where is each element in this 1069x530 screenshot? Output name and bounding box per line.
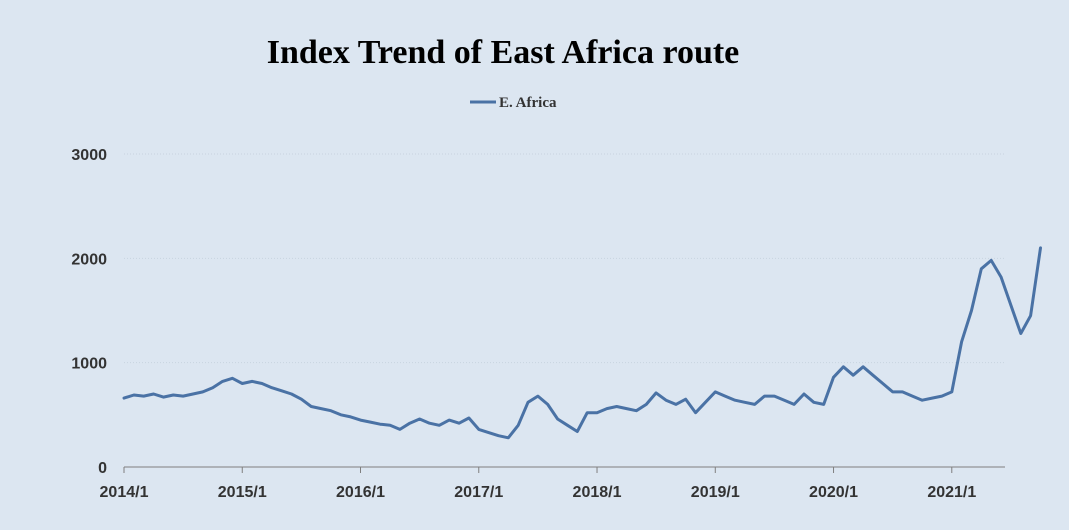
chart-title: Index Trend of East Africa route bbox=[267, 34, 740, 71]
x-tick-label-7: 2021/1 bbox=[927, 484, 976, 501]
x-tick-label-0: 2014/1 bbox=[100, 484, 149, 501]
x-tick-label-3: 2017/1 bbox=[454, 484, 503, 501]
x-tick-label-5: 2019/1 bbox=[691, 484, 740, 501]
x-tick-label-4: 2018/1 bbox=[573, 484, 622, 501]
legend-label: E. Africa bbox=[499, 95, 557, 111]
axes: 0 1000 2000 3000 2014/1 2015/1 2016/1 2017/1 201… bbox=[71, 147, 1005, 501]
y-tick-label-1: 1000 bbox=[71, 356, 107, 373]
legend: E. Africa bbox=[470, 95, 557, 111]
y-tick-label-2: 2000 bbox=[71, 251, 107, 268]
grid bbox=[124, 153, 1005, 364]
series-line-0 bbox=[122, 246, 1042, 440]
x-tick-label-6: 2020/1 bbox=[809, 484, 858, 501]
x-tick-label-1: 2015/1 bbox=[218, 484, 267, 501]
y-tick-label-0: 0 bbox=[98, 460, 107, 477]
series bbox=[122, 246, 1042, 440]
x-tick-label-2: 2016/1 bbox=[336, 484, 385, 501]
y-tick-label-3: 3000 bbox=[71, 147, 107, 164]
